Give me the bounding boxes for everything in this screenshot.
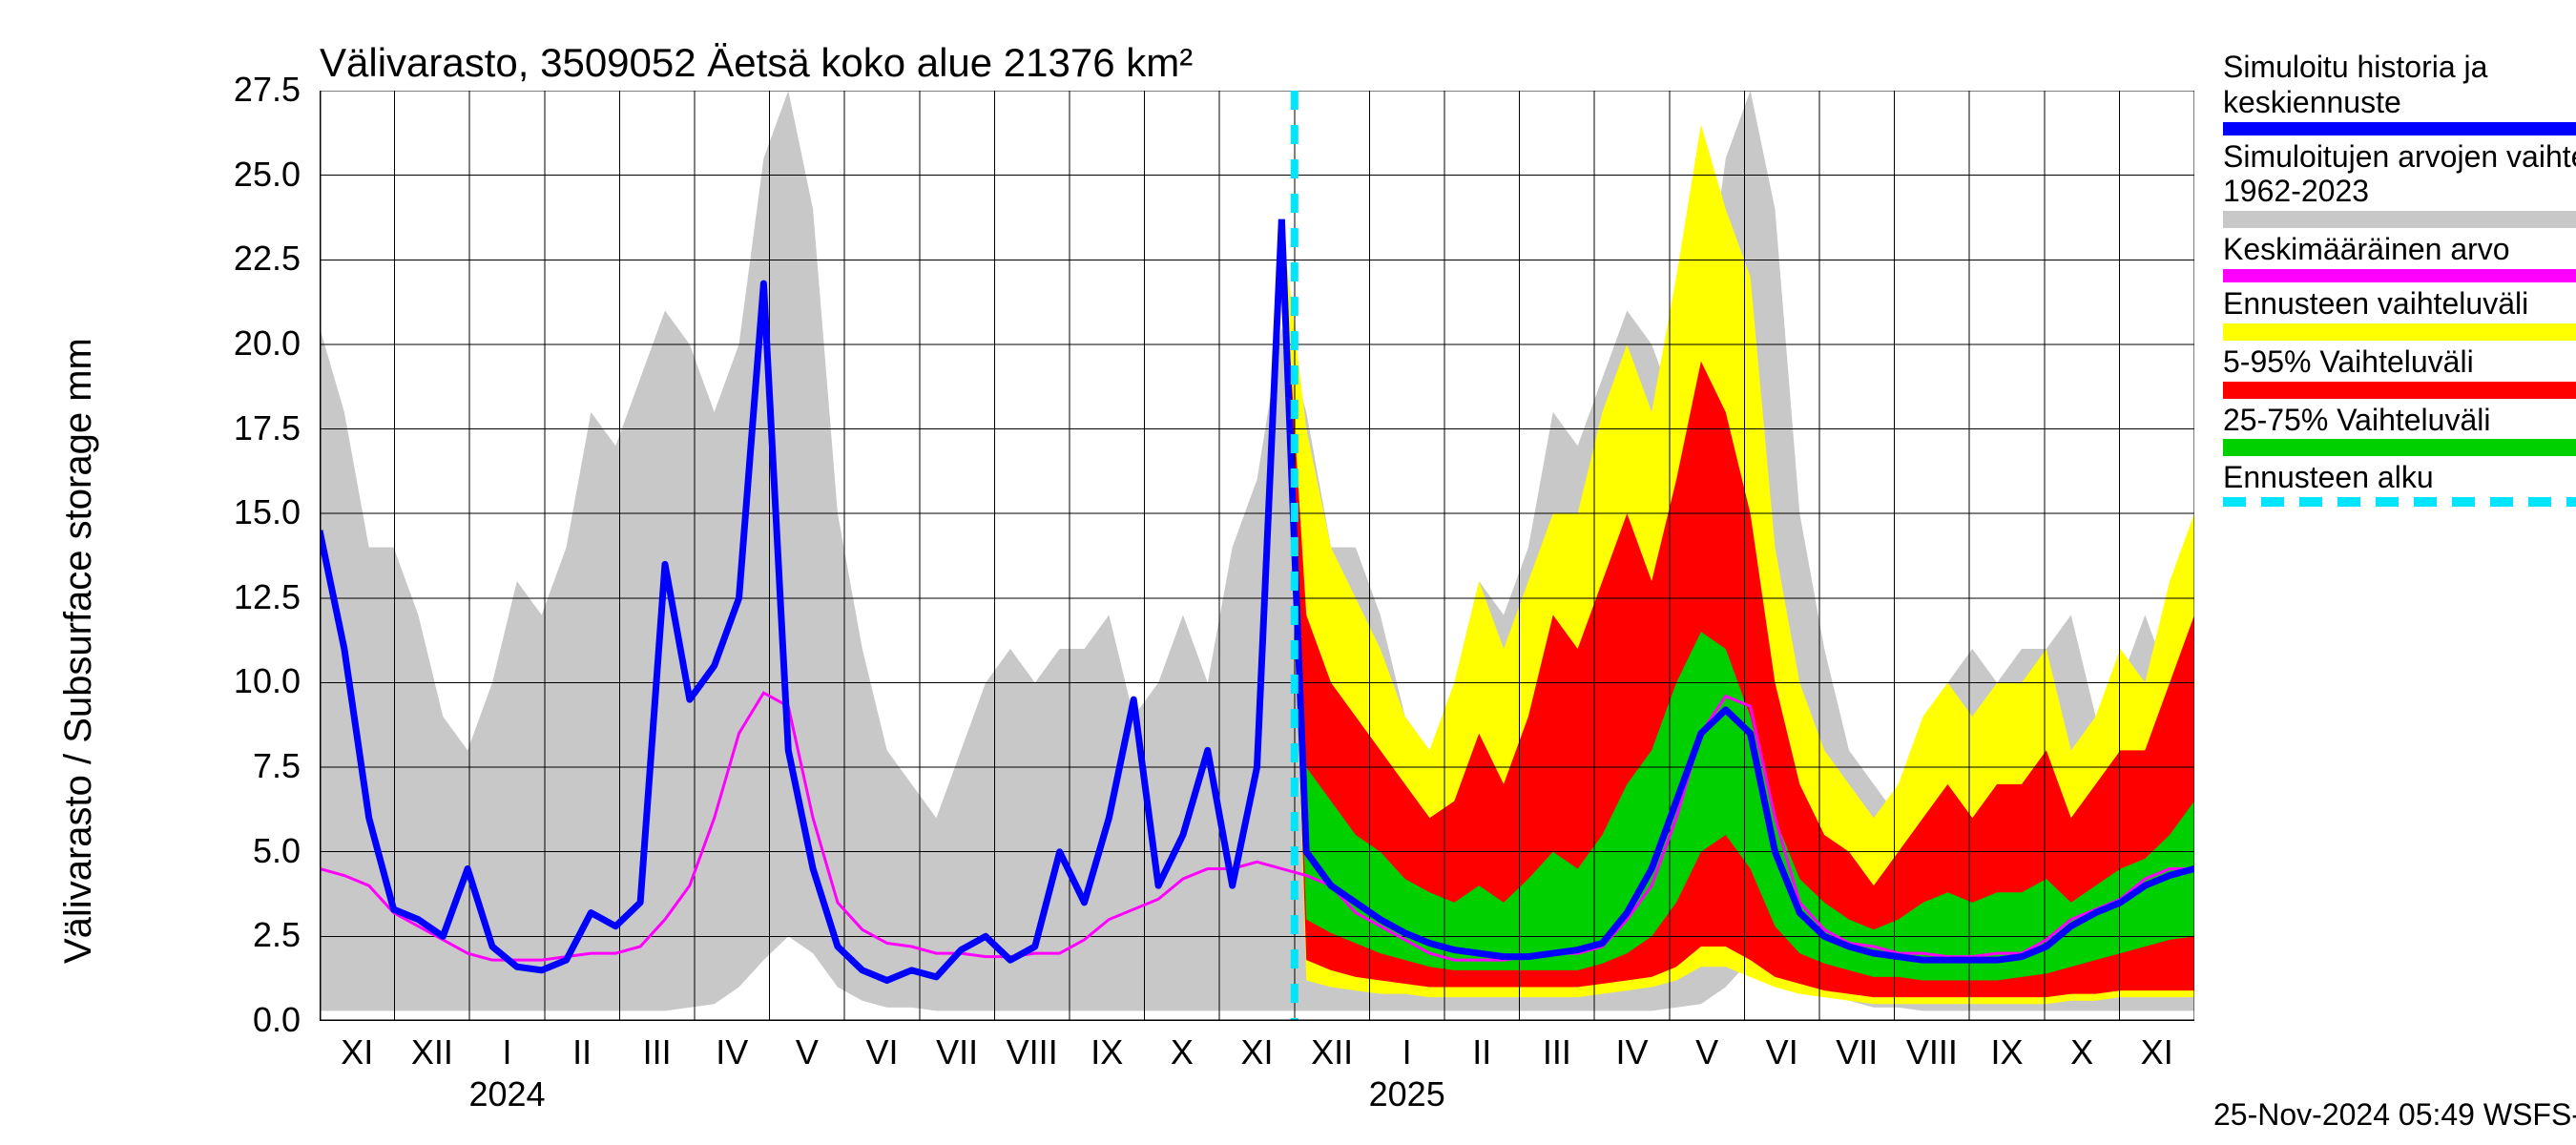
legend-label: Simuloitu historia ja keskiennuste [2223,50,2576,120]
x-tick-month: VII [1836,1032,1878,1072]
x-tick-month: II [1472,1032,1491,1072]
legend-label: Simuloitujen arvojen vaihteluväli 1962-2… [2223,139,2576,210]
legend-swatch [2223,497,2576,507]
x-tick-month: XI [1240,1032,1273,1072]
legend-label: Keskimääräinen arvo [2223,232,2576,267]
x-tick-month: V [796,1032,819,1072]
x-tick-month: I [1402,1032,1412,1072]
chart-container: Välivarasto, 3509052 Äetsä koko alue 213… [0,0,2576,1145]
x-tick-month: III [1543,1032,1571,1072]
y-tick: 27.5 [196,70,301,110]
x-tick-month: VI [865,1032,898,1072]
legend-label: 25-75% Vaihteluväli [2223,403,2576,438]
legend: Simuloitu historia ja keskiennuste Simulo… [2223,50,2576,510]
y-tick: 15.0 [196,492,301,532]
x-tick-month: VIII [1007,1032,1058,1072]
x-tick-month: X [2070,1032,2093,1072]
x-tick-month: III [643,1032,672,1072]
y-tick: 5.0 [196,831,301,871]
x-tick-month: IV [716,1032,748,1072]
legend-item: Simuloitujen arvojen vaihteluväli 1962-2… [2223,139,2576,229]
y-tick: 20.0 [196,323,301,364]
legend-swatch [2223,211,2576,228]
legend-label: Ennusteen vaihteluväli [2223,286,2576,322]
y-tick: 25.0 [196,155,301,195]
x-tick-month: IV [1615,1032,1648,1072]
y-tick: 17.5 [196,408,301,448]
legend-swatch [2223,122,2576,135]
legend-swatch [2223,382,2576,399]
footer-text: 25-Nov-2024 05:49 WSFS-O [2213,1097,2576,1133]
legend-swatch [2223,439,2576,456]
y-tick: 10.0 [196,661,301,701]
x-tick-month: XII [1311,1032,1353,1072]
legend-item: Ennusteen vaihteluväli [2223,286,2576,341]
legend-label: 5-95% Vaihteluväli [2223,344,2576,380]
legend-item: 5-95% Vaihteluväli [2223,344,2576,399]
legend-swatch [2223,323,2576,341]
x-tick-month: IX [1091,1032,1123,1072]
x-tick-month: VII [936,1032,978,1072]
x-tick-month: V [1695,1032,1718,1072]
legend-item: 25-75% Vaihteluväli [2223,403,2576,457]
y-tick: 22.5 [196,239,301,279]
legend-item: Ennusteen alku [2223,460,2576,507]
x-tick-month: XI [2141,1032,2173,1072]
legend-item: Simuloitu historia ja keskiennuste [2223,50,2576,135]
y-axis-label: Välivarasto / Subsurface storage mm [57,338,100,964]
x-tick-month: I [502,1032,511,1072]
x-tick-year: 2024 [468,1074,545,1114]
y-tick: 0.0 [196,1000,301,1040]
plot-area [320,91,2194,1021]
x-tick-month: IX [1990,1032,2023,1072]
legend-swatch [2223,269,2576,282]
x-tick-month: VIII [1906,1032,1958,1072]
chart-title: Välivarasto, 3509052 Äetsä koko alue 213… [320,40,1193,86]
x-tick-month: II [572,1032,592,1072]
y-tick: 7.5 [196,746,301,786]
x-tick-month: VI [1766,1032,1798,1072]
legend-label: Ennusteen alku [2223,460,2576,495]
x-tick-month: XI [341,1032,373,1072]
legend-item: Keskimääräinen arvo [2223,232,2576,282]
x-tick-month: X [1171,1032,1194,1072]
y-tick: 12.5 [196,577,301,617]
y-tick: 2.5 [196,915,301,955]
x-tick-month: XII [411,1032,453,1072]
x-tick-year: 2025 [1369,1074,1445,1114]
